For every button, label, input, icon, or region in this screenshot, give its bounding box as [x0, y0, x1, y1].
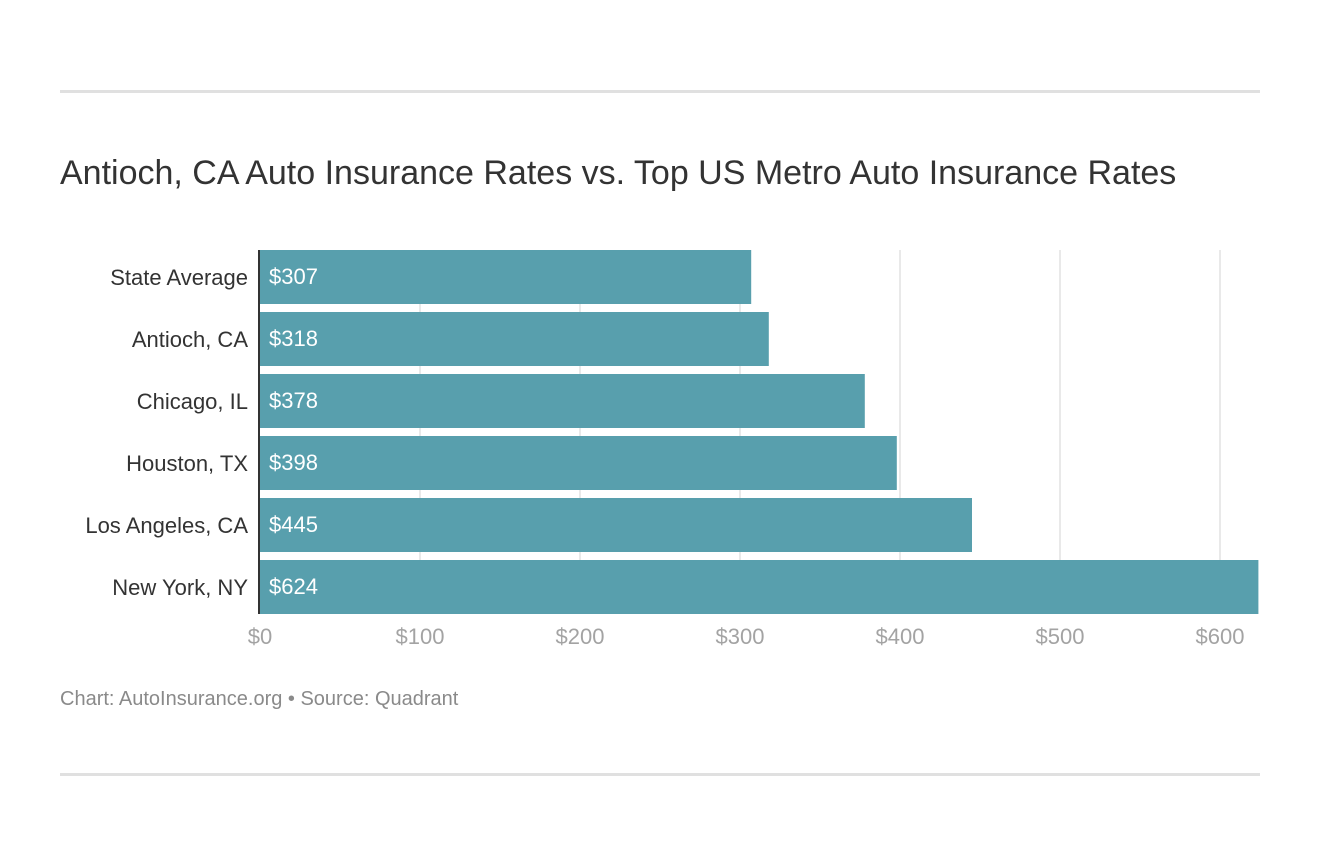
- x-tick-label: $300: [716, 624, 765, 649]
- x-axis-ticks: $0 $100 $200 $300 $400 $500 $600: [248, 624, 1245, 649]
- x-tick-label: $400: [876, 624, 925, 649]
- bar: [260, 436, 897, 490]
- category-label: State Average: [110, 265, 248, 290]
- bar-value-label: $624: [269, 574, 318, 599]
- bars: $307 $318 $378 $398 $445 $624: [260, 250, 1259, 614]
- category-label: Los Angeles, CA: [85, 513, 248, 538]
- x-tick-label: $600: [1196, 624, 1245, 649]
- category-labels: State Average Antioch, CA Chicago, IL Houst…: [85, 265, 248, 600]
- chart-credit: Chart: AutoInsurance.org • Source: Quadr…: [60, 688, 459, 710]
- bar-value-label: $378: [269, 388, 318, 413]
- bottom-divider: [60, 773, 1260, 776]
- category-label: Antioch, CA: [132, 327, 248, 352]
- bar: [260, 374, 865, 428]
- bar-value-label: $318: [269, 326, 318, 351]
- x-tick-label: $100: [396, 624, 445, 649]
- bar-value-label: $307: [269, 264, 318, 289]
- bar-chart: $307 $318 $378 $398 $445 $624 State Average An…: [85, 250, 1259, 649]
- category-label: Houston, TX: [126, 451, 248, 476]
- category-label: Chicago, IL: [137, 389, 248, 414]
- bar: [260, 560, 1259, 614]
- top-divider: [60, 90, 1260, 93]
- bar: [260, 250, 752, 304]
- x-tick-label: $200: [556, 624, 605, 649]
- bar-value-label: $398: [269, 450, 318, 475]
- bar-value-label: $445: [269, 512, 318, 537]
- x-tick-label: $0: [248, 624, 272, 649]
- gridlines: [419, 250, 1221, 614]
- x-tick-label: $500: [1036, 624, 1085, 649]
- bar: [260, 312, 769, 366]
- category-label: New York, NY: [112, 575, 248, 600]
- chart-title: Antioch, CA Auto Insurance Rates vs. Top…: [60, 154, 1177, 192]
- bar: [260, 498, 972, 552]
